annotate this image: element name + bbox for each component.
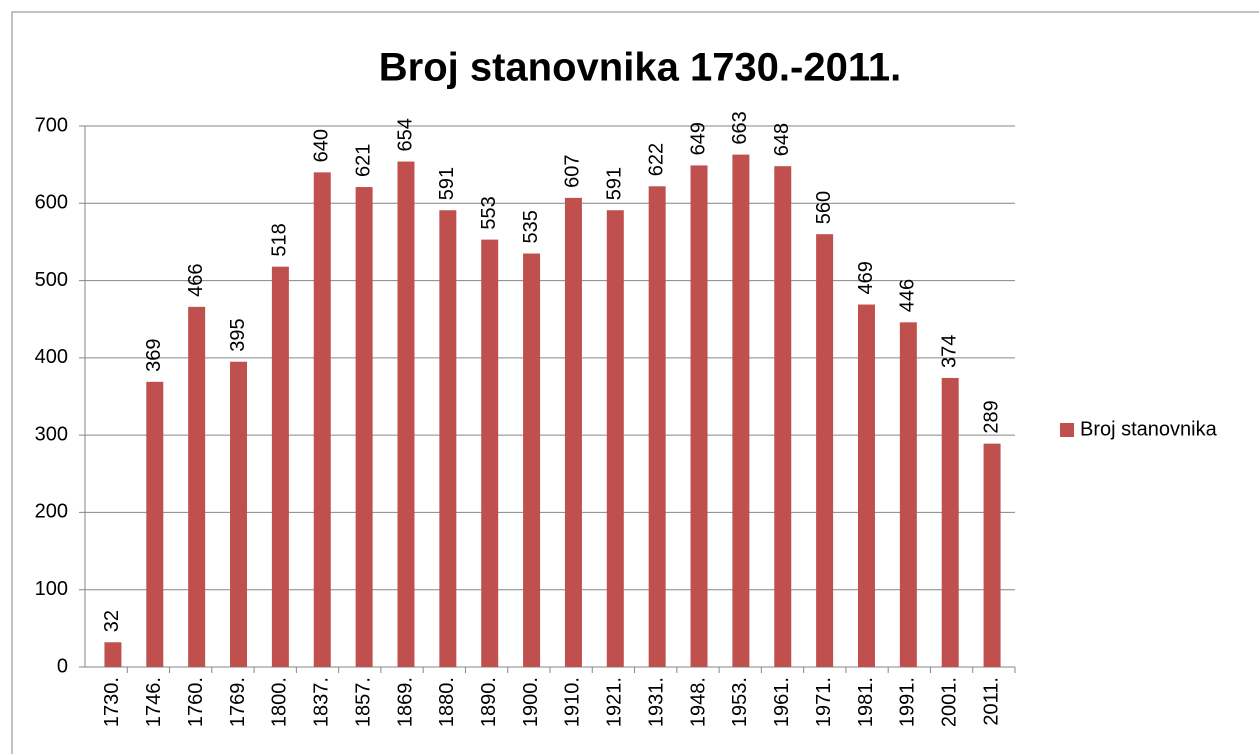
- data-label: 663: [729, 111, 751, 144]
- data-label: 374: [938, 335, 960, 368]
- bar: [523, 253, 541, 667]
- x-tick-label: 1971.: [813, 677, 835, 727]
- data-label: 607: [562, 155, 584, 188]
- x-tick-label: 1961.: [771, 677, 793, 727]
- x-tick-label: 1746.: [143, 677, 165, 727]
- data-label: 640: [311, 129, 333, 162]
- data-label: 535: [520, 210, 542, 243]
- x-tick-label: 1948.: [687, 677, 709, 727]
- bar: [481, 239, 499, 668]
- data-label: 591: [604, 167, 626, 200]
- x-tick-label: 1880.: [436, 677, 458, 727]
- bar: [816, 234, 834, 667]
- y-tick-label: 0: [57, 655, 68, 677]
- chart-border: [11, 11, 1259, 754]
- bar: [397, 161, 415, 667]
- x-tick-label: 1991.: [897, 677, 919, 727]
- x-tick-label: 1869.: [394, 677, 416, 727]
- x-tick-label: 1921.: [604, 677, 626, 727]
- bar: [941, 377, 959, 667]
- x-tick-label: 1900.: [520, 677, 542, 727]
- data-label: 446: [897, 279, 919, 312]
- x-tick-label: 2011.: [980, 677, 1002, 726]
- bar: [774, 166, 792, 667]
- bar: [313, 172, 331, 667]
- x-tick-label: 1857.: [352, 677, 374, 727]
- legend-swatch: [1060, 423, 1074, 437]
- data-label: 469: [855, 261, 877, 294]
- x-tick-label: 1931.: [645, 677, 667, 727]
- legend-label: Broj stanovnika: [1080, 418, 1218, 440]
- x-tick-label: 1760.: [185, 677, 207, 727]
- bar: [230, 361, 248, 667]
- x-tick-label: 1910.: [562, 677, 584, 727]
- data-label: 622: [645, 143, 667, 176]
- bar: [188, 306, 206, 667]
- x-tick-label: 1730.: [101, 677, 123, 727]
- x-tick-label: 1837.: [311, 677, 333, 727]
- bar: [899, 322, 917, 667]
- bar: [439, 210, 457, 667]
- data-label: 32: [101, 610, 123, 632]
- chart-title: Broj stanovnika 1730.-2011.: [379, 46, 902, 90]
- bar: [606, 210, 624, 667]
- bar: [690, 165, 708, 667]
- data-label: 591: [436, 167, 458, 200]
- data-label: 654: [394, 118, 416, 151]
- y-tick-label: 400: [35, 346, 68, 368]
- bar: [857, 304, 875, 667]
- bar: [564, 197, 582, 667]
- bar: [104, 642, 122, 667]
- bar: [355, 187, 373, 667]
- x-tick-label: 1953.: [729, 677, 751, 727]
- bar: [732, 154, 750, 668]
- y-tick-label: 700: [35, 114, 68, 136]
- bar: [648, 186, 666, 668]
- bar: [146, 381, 164, 667]
- y-tick-label: 500: [35, 269, 68, 291]
- bar: [983, 443, 1001, 667]
- data-label: 648: [771, 123, 793, 156]
- y-tick-label: 100: [35, 578, 68, 600]
- data-label: 289: [980, 400, 1002, 433]
- data-label: 395: [227, 318, 249, 351]
- x-tick-label: 1890.: [478, 677, 500, 727]
- data-label: 560: [813, 191, 835, 224]
- x-tick-label: 1981.: [855, 677, 877, 727]
- y-tick-label: 200: [35, 501, 68, 523]
- data-label: 621: [352, 144, 374, 177]
- x-tick-label: 2001.: [938, 677, 960, 727]
- y-tick-label: 600: [35, 192, 68, 214]
- data-label: 553: [478, 196, 500, 229]
- bar: [271, 266, 289, 667]
- data-label: 518: [269, 223, 291, 256]
- data-label: 369: [143, 338, 165, 371]
- y-tick-label: 300: [35, 423, 68, 445]
- data-label: 649: [687, 122, 709, 155]
- data-label: 466: [185, 263, 207, 296]
- x-tick-label: 1800.: [269, 677, 291, 727]
- x-tick-label: 1769.: [227, 677, 249, 727]
